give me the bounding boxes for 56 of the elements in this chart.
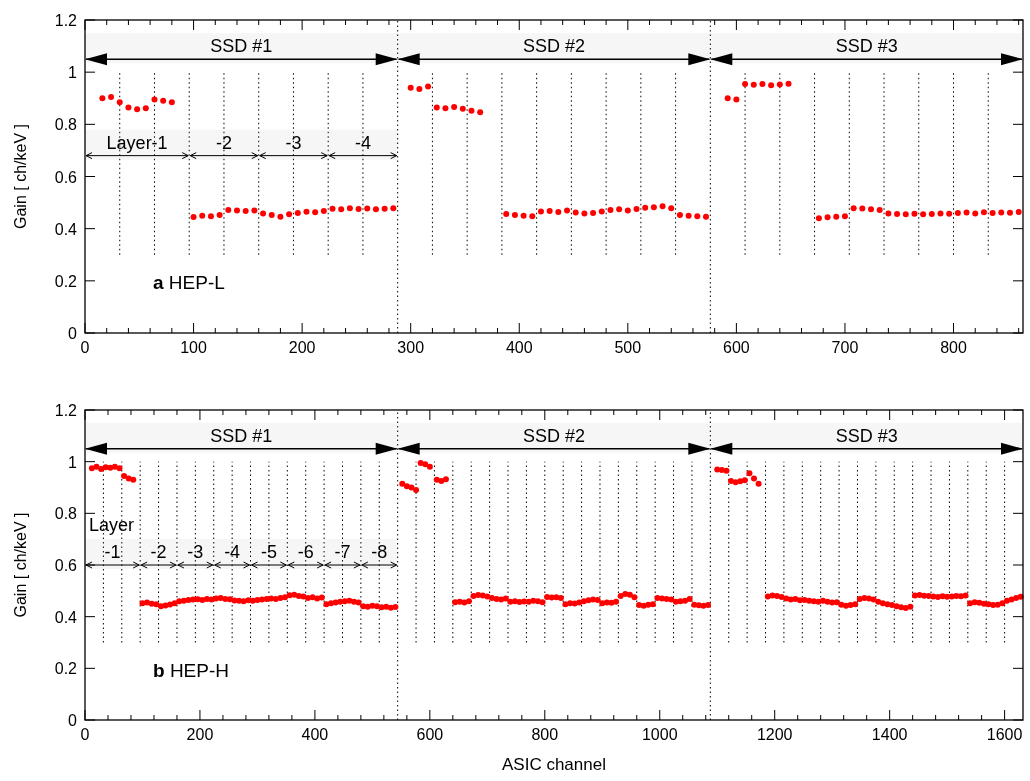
y-tick-label: 1.2	[54, 12, 78, 29]
band-label: -2	[150, 542, 167, 562]
band-label: Layer-1	[106, 132, 168, 153]
band-label: -3	[187, 542, 204, 562]
band-label: SSD #3	[835, 425, 898, 446]
y-tick-label: 0.6	[54, 168, 78, 186]
band-label: -1	[104, 542, 121, 562]
x-tick-label: 1200	[756, 726, 793, 743]
y-tick-label: 0.2	[54, 272, 78, 290]
y-tick-label: 0.4	[54, 608, 78, 626]
y-tick-label: 0.8	[54, 505, 78, 523]
x-tick-label: 700	[831, 339, 859, 356]
x-tick-label: 300	[397, 339, 425, 356]
band-label: -3	[285, 132, 302, 153]
y-tick-label: 1.2	[54, 402, 78, 419]
x-tick-label: 600	[416, 726, 444, 743]
x-tick-label: 1400	[871, 726, 908, 743]
x-tick-label: 400	[505, 339, 533, 356]
y-tick-label: 0	[68, 325, 78, 342]
x-tick-label: 0	[80, 339, 90, 356]
y-tick-label: 0.6	[54, 557, 78, 574]
band-label: -4	[354, 132, 371, 153]
band-label: SSD #2	[522, 36, 586, 57]
band-label: -4	[224, 542, 241, 562]
band-label: SSD #1	[210, 36, 273, 57]
band-label: SSD #3	[835, 36, 898, 57]
band-label: SSD #2	[522, 425, 586, 446]
text: b HEP-H	[153, 659, 230, 681]
band-label: -5	[260, 542, 277, 562]
text: a HEP-L	[153, 272, 225, 294]
x-tick-label: 800	[940, 339, 967, 356]
y-tick-label: 1	[68, 453, 78, 471]
y-tick-label: 0.8	[54, 116, 78, 134]
y-tick-label: 0.2	[54, 660, 78, 678]
y-tick-label: 0	[68, 712, 78, 729]
band-label: -8	[371, 542, 388, 562]
band-label: -7	[334, 542, 351, 562]
x-tick-label: 600	[723, 339, 750, 356]
y-tick-label: 0.4	[54, 220, 78, 238]
annotation: Layer	[89, 515, 135, 535]
y-axis-title: Gain [ ch/keV ]	[12, 124, 29, 229]
x-tick-label: 1000	[641, 726, 678, 743]
x-tick-label: 0	[80, 726, 90, 743]
x-tick-label: 400	[301, 726, 329, 743]
band-label: -6	[297, 542, 314, 562]
x-tick-label: 200	[186, 726, 214, 743]
x-axis-title: ASIC channel	[502, 755, 606, 774]
x-tick-label: 800	[531, 726, 559, 743]
band-label: -2	[215, 132, 232, 153]
band-label: SSD #1	[210, 425, 273, 446]
x-tick-label: 100	[180, 339, 208, 356]
y-axis-title: Gain [ ch/keV ]	[12, 512, 29, 618]
x-tick-label: 500	[614, 339, 642, 356]
y-tick-label: 1	[68, 64, 78, 82]
x-tick-label: 1600	[986, 726, 1023, 743]
x-tick-label: 200	[288, 339, 316, 356]
